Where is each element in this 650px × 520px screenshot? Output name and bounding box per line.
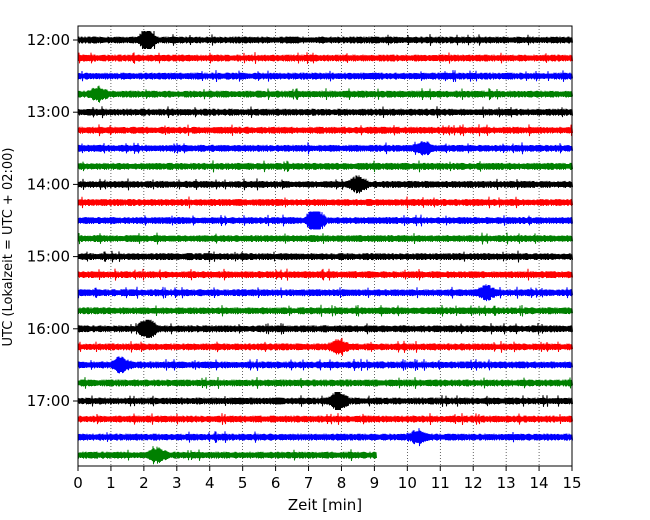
trace-1400	[77, 175, 573, 194]
y-tick-label: 13:00	[27, 103, 70, 121]
x-tick-label: 3	[172, 474, 182, 492]
trace-1245	[77, 85, 573, 103]
trace-1745	[77, 446, 377, 465]
x-tick-label: 5	[238, 474, 248, 492]
x-tick-label: 8	[337, 474, 347, 492]
x-tick-label: 6	[271, 474, 281, 492]
trace-1730	[77, 428, 573, 447]
y-axis-ticks: 12:00 13:00 14:00 15:00 16:00 17:00	[27, 31, 78, 410]
trace-1500	[77, 250, 573, 263]
trace-1645	[77, 376, 573, 389]
x-tick-label: 11	[431, 474, 450, 492]
x-tick-label: 0	[73, 474, 83, 492]
y-tick-label: 15:00	[27, 248, 70, 266]
plot-frame	[77, 25, 573, 467]
trace-1315	[77, 124, 573, 137]
x-axis-ticks: 0 1 2 3 4 5 6 7 8 9 10 11 12 13 14 15	[73, 466, 582, 492]
x-tick-label: 14	[530, 474, 549, 492]
x-tick-label: 4	[205, 474, 215, 492]
x-tick-label: 9	[370, 474, 380, 492]
x-tick-label: 1	[106, 474, 116, 492]
y-axis-label: UTC (Lokalzeit = UTC + 02:00)	[1, 148, 16, 347]
trace-1330	[77, 141, 573, 156]
trace-1545	[77, 304, 573, 317]
trace-1600	[77, 319, 573, 338]
vertical-gridlines	[110, 26, 540, 466]
trace-1430	[77, 211, 573, 230]
y-tick-label: 12:00	[27, 31, 70, 49]
x-tick-label: 2	[139, 474, 149, 492]
y-tick-label: 17:00	[27, 392, 70, 410]
trace-1215	[77, 52, 573, 64]
y-tick-label: 14:00	[27, 175, 70, 193]
trace-1200	[77, 30, 573, 50]
x-axis-label: Zeit [min]	[288, 496, 362, 514]
trace-1445	[77, 232, 573, 245]
x-tick-label: 12	[464, 474, 483, 492]
seismic-traces	[77, 30, 573, 465]
x-tick-label: 10	[398, 474, 417, 492]
x-tick-label: 13	[497, 474, 516, 492]
trace-1345	[77, 160, 573, 173]
y-tick-label: 16:00	[27, 320, 70, 338]
trace-1300	[77, 106, 573, 119]
x-tick-label: 7	[304, 474, 314, 492]
trace-1700	[77, 391, 573, 411]
trace-1515	[77, 268, 573, 281]
trace-1615	[77, 337, 573, 356]
x-tick-label: 15	[562, 474, 581, 492]
trace-1630	[77, 356, 573, 374]
trace-1230	[77, 70, 573, 83]
trace-1415	[77, 196, 573, 209]
trace-1715	[77, 413, 573, 426]
trace-1530	[77, 284, 573, 302]
